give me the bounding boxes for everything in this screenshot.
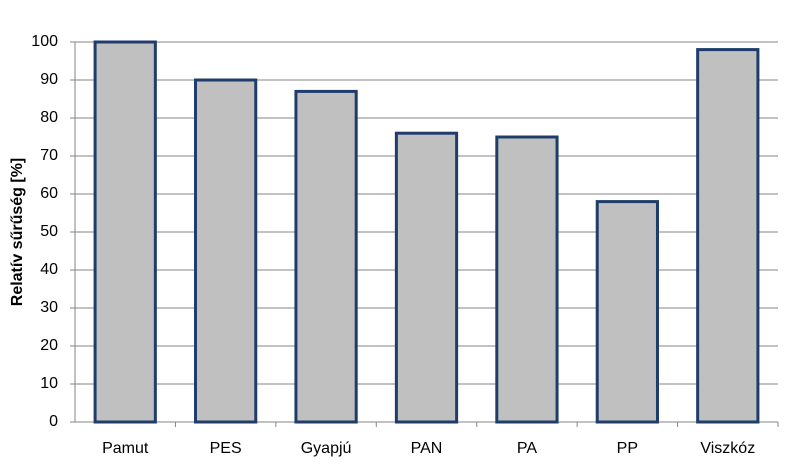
y-tick-label: 90 bbox=[40, 71, 58, 88]
y-tick-label: 10 bbox=[40, 375, 58, 392]
x-tick-label: Viszkóz bbox=[700, 440, 755, 457]
y-tick-label: 50 bbox=[40, 223, 58, 240]
bar bbox=[294, 89, 358, 424]
x-tick-label: Gyapjú bbox=[301, 440, 352, 457]
y-axis-label: Relatív sűrűség [%] bbox=[9, 158, 26, 306]
y-tick-label: 100 bbox=[31, 33, 58, 50]
x-tick-label: PP bbox=[617, 440, 638, 457]
y-tick-label: 30 bbox=[40, 299, 58, 316]
y-tick-label: 40 bbox=[40, 261, 58, 278]
y-tick-label: 70 bbox=[40, 147, 58, 164]
y-tick-label: 80 bbox=[40, 109, 58, 126]
bar bbox=[696, 48, 760, 424]
y-tick-label: 0 bbox=[49, 413, 58, 430]
x-tick-label: PA bbox=[517, 440, 537, 457]
bar bbox=[595, 200, 659, 424]
y-tick-label: 60 bbox=[40, 185, 58, 202]
bar bbox=[93, 40, 157, 424]
x-tick-label: Pamut bbox=[102, 440, 149, 457]
x-tick-label: PES bbox=[210, 440, 242, 457]
y-tick-label: 20 bbox=[40, 337, 58, 354]
x-tick-label: PAN bbox=[411, 440, 443, 457]
bar bbox=[394, 131, 459, 424]
bar bbox=[194, 78, 258, 424]
bar bbox=[495, 135, 559, 424]
